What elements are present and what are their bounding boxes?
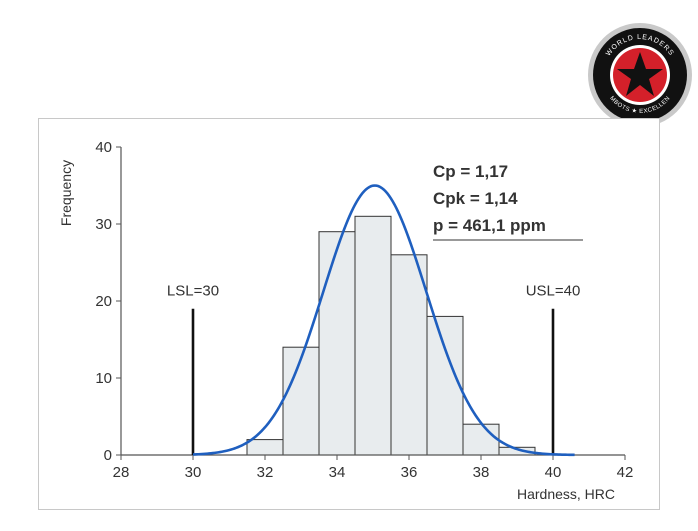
x-tick-label-34: 34 [329, 464, 346, 481]
logo: WORLD LEADERS MBOTS ★ EXCELLEN [587, 22, 693, 128]
histogram-bar-2 [318, 231, 356, 456]
histogram-bar-0 [246, 439, 284, 456]
stat-annotation-0: Cp = 1,17 [433, 162, 508, 181]
x-tick-label-42: 42 [617, 464, 634, 481]
stats-annotations: Cp = 1,17 Cpk = 1,14 p = 461,1 ppm [433, 162, 546, 235]
spec-limit-label-0: LSL=30 [167, 283, 219, 300]
histogram-bars [246, 215, 536, 456]
histogram-bar-1 [282, 346, 320, 456]
chart-frame: 28 30 32 34 36 38 40 42 0 10 20 30 40 LSL=30 USL=40 C… [38, 118, 660, 510]
normal-curve [192, 184, 575, 457]
y-axis-label: Frequency [58, 160, 74, 226]
star-icon [617, 52, 663, 96]
x-tick-label-40: 40 [545, 464, 562, 481]
x-tick-label-38: 38 [473, 464, 490, 481]
x-tick-label-30: 30 [185, 464, 202, 481]
x-tick-label-28: 28 [113, 464, 130, 481]
y-tick-label-0: 0 [104, 447, 112, 464]
x-axis-label: Hardness, HRC [517, 486, 615, 502]
y-tick-label-10: 10 [95, 370, 112, 387]
stat-annotation-2: p = 461,1 ppm [433, 216, 546, 235]
spec-limits: LSL=30 USL=40 [167, 283, 580, 455]
histogram-bar-6 [462, 423, 500, 456]
y-tick-label-40: 40 [95, 139, 112, 156]
y-tick-label-20: 20 [95, 293, 112, 310]
histogram-chart: 28 30 32 34 36 38 40 42 0 10 20 30 40 LSL=30 USL=40 C… [58, 139, 633, 502]
stat-annotation-1: Cpk = 1,14 [433, 189, 518, 208]
histogram-bar-5 [426, 315, 464, 456]
y-tick-label-30: 30 [95, 216, 112, 233]
histogram-bar-4 [390, 254, 428, 456]
logo-emblem: WORLD LEADERS MBOTS ★ EXCELLEN [588, 23, 692, 127]
x-tick-label-32: 32 [257, 464, 274, 481]
x-tick-label-36: 36 [401, 464, 418, 481]
spec-limit-label-1: USL=40 [526, 283, 581, 300]
axis-ticks: 28 30 32 34 36 38 40 42 0 10 20 30 40 [95, 139, 633, 481]
histogram-bar-3 [354, 215, 392, 456]
